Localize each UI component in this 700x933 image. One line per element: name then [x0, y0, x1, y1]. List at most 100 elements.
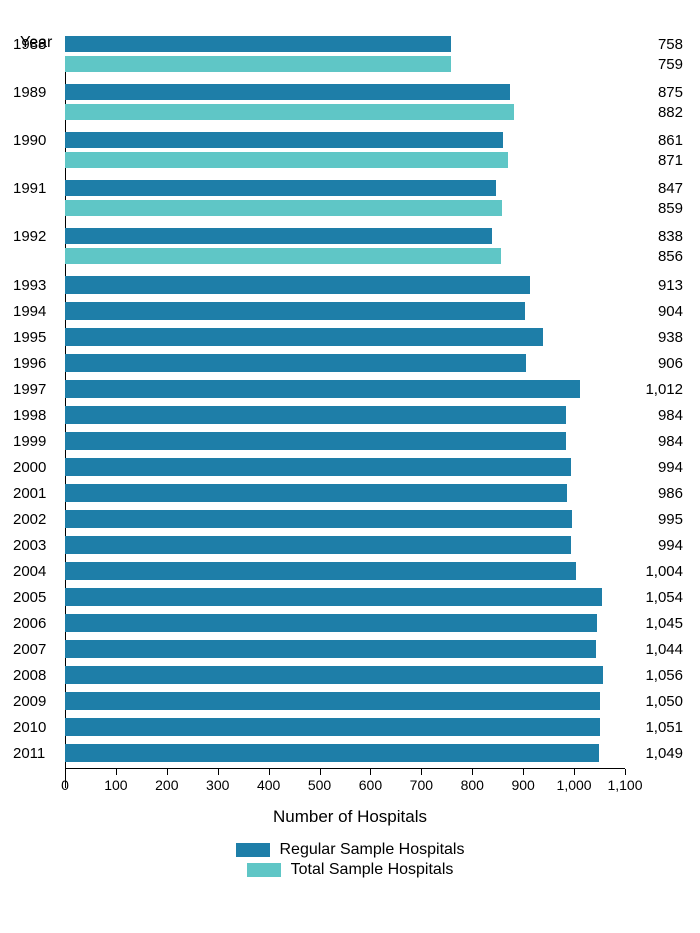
value-label: 994 — [633, 459, 683, 476]
value-label: 759 — [633, 56, 683, 73]
x-tick: 800 — [472, 769, 473, 775]
year-label: 1993 — [13, 277, 46, 294]
year-label: 2001 — [13, 485, 46, 502]
x-tick-label: 0 — [45, 777, 85, 793]
year-label: 2000 — [13, 459, 46, 476]
value-label: 861 — [633, 132, 683, 149]
bar-row-single: 1998984 — [65, 404, 625, 426]
bar-row-single: 1993913 — [65, 274, 625, 296]
legend-item-total: Total Sample Hospitals — [247, 861, 454, 879]
bar-row-single: 20051,054 — [65, 586, 625, 608]
x-tick-label: 800 — [452, 777, 492, 793]
x-tick-label: 900 — [503, 777, 543, 793]
bar-regular — [65, 510, 572, 528]
x-tick: 1,100 — [625, 769, 626, 775]
value-label: 984 — [633, 433, 683, 450]
bar-row-total: 859 — [65, 198, 625, 218]
year-label: 2009 — [13, 693, 46, 710]
x-tick: 200 — [167, 769, 168, 775]
bar-row-single: 1996906 — [65, 352, 625, 374]
bar-row-single: 20081,056 — [65, 664, 625, 686]
value-label: 984 — [633, 407, 683, 424]
value-label: 1,049 — [633, 745, 683, 762]
bar-total — [65, 104, 514, 120]
value-label: 986 — [633, 485, 683, 502]
x-tick: 500 — [320, 769, 321, 775]
bar-row-regular: 1988758 — [65, 34, 625, 54]
bar-total — [65, 248, 501, 264]
bar-regular — [65, 640, 596, 658]
year-label: 2003 — [13, 537, 46, 554]
x-tick: 300 — [218, 769, 219, 775]
x-tick-label: 400 — [249, 777, 289, 793]
bar-row-single: 1995938 — [65, 326, 625, 348]
bar-total — [65, 200, 502, 216]
x-axis: 0 100 200 300 400 500 600 700 800 900 1,000 1,100 — [65, 768, 625, 799]
legend-item-regular: Regular Sample Hospitals — [236, 841, 465, 859]
bar-regular — [65, 180, 496, 196]
value-label: 871 — [633, 152, 683, 169]
x-tick-label: 700 — [401, 777, 441, 793]
year-label: 2006 — [13, 615, 46, 632]
bar-regular — [65, 484, 567, 502]
bar-regular — [65, 302, 525, 320]
value-label: 1,050 — [633, 693, 683, 710]
year-label: 2011 — [13, 745, 45, 762]
year-label: 1990 — [13, 132, 46, 149]
year-group: 1989875882 — [65, 82, 625, 130]
value-label: 1,051 — [633, 719, 683, 736]
year-group: 1992838856 — [65, 226, 625, 274]
bar-regular — [65, 354, 526, 372]
value-label: 859 — [633, 200, 683, 217]
bar-regular — [65, 666, 603, 684]
bar-row-single: 2002995 — [65, 508, 625, 530]
bar-regular — [65, 380, 580, 398]
x-tick: 600 — [370, 769, 371, 775]
legend-swatch-total — [247, 863, 281, 877]
bar-row-single: 1994904 — [65, 300, 625, 322]
bar-regular — [65, 132, 503, 148]
year-label: 2010 — [13, 719, 46, 736]
year-label: 1997 — [13, 381, 46, 398]
x-tick-label: 200 — [147, 777, 187, 793]
bar-row-single: 20041,004 — [65, 560, 625, 582]
bar-regular — [65, 406, 566, 424]
bar-row-regular: 1991847 — [65, 178, 625, 198]
value-label: 913 — [633, 277, 683, 294]
year-label: 2002 — [13, 511, 46, 528]
bar-total — [65, 56, 451, 72]
x-tick: 100 — [116, 769, 117, 775]
year-label: 1991 — [13, 180, 46, 197]
x-tick-label: 300 — [198, 777, 238, 793]
x-tick-label: 1,100 — [605, 777, 645, 793]
value-label: 1,012 — [633, 381, 683, 398]
x-tick-label: 600 — [350, 777, 390, 793]
value-label: 1,044 — [633, 641, 683, 658]
legend-label-total: Total Sample Hospitals — [291, 861, 454, 879]
value-label: 995 — [633, 511, 683, 528]
bar-regular — [65, 692, 600, 710]
x-tick: 0 — [65, 769, 66, 775]
x-tick: 700 — [421, 769, 422, 775]
bar-regular — [65, 614, 597, 632]
value-label: 1,004 — [633, 563, 683, 580]
value-label: 856 — [633, 248, 683, 265]
year-label: 1989 — [13, 84, 46, 101]
year-label: 1996 — [13, 355, 46, 372]
bar-regular — [65, 276, 530, 294]
bar-row-total: 759 — [65, 54, 625, 74]
bar-regular — [65, 744, 599, 762]
value-label: 882 — [633, 104, 683, 121]
value-label: 904 — [633, 303, 683, 320]
bar-regular — [65, 536, 571, 554]
value-label: 906 — [633, 355, 683, 372]
value-label: 838 — [633, 228, 683, 245]
legend-label-regular: Regular Sample Hospitals — [280, 841, 465, 859]
x-tick-label: 1,000 — [554, 777, 594, 793]
bar-row-regular: 1989875 — [65, 82, 625, 102]
bar-row-total: 882 — [65, 102, 625, 122]
value-label: 758 — [633, 36, 683, 53]
legend-swatch-regular — [236, 843, 270, 857]
bar-regular — [65, 718, 600, 736]
bar-row-regular: 1992838 — [65, 226, 625, 246]
